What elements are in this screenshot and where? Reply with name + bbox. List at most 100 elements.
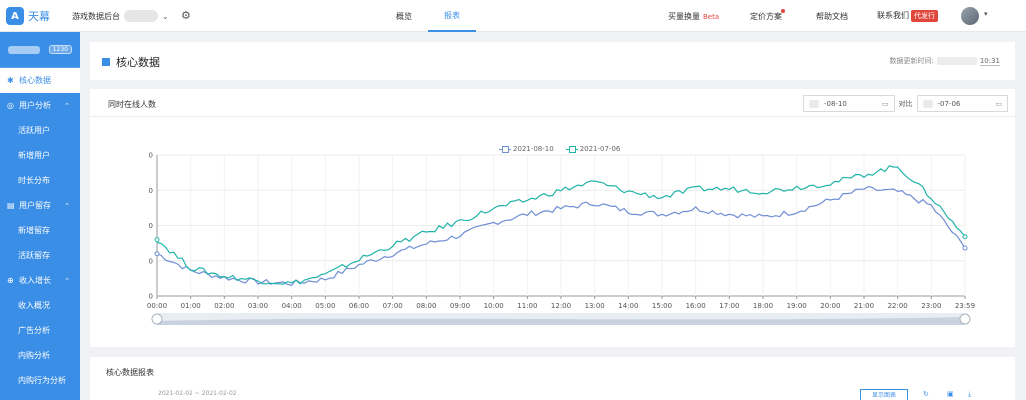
series-end-point — [962, 245, 968, 251]
date-year-redacted — [922, 99, 933, 108]
date-picker-primary[interactable]: -08-10 ▭ — [803, 95, 895, 112]
contact-label: 联系我们 — [877, 11, 909, 20]
core-data-header: 核心数据 数据更新时间: 10:31 — [90, 42, 1015, 80]
show-chart-button[interactable]: 显示图表 — [860, 389, 908, 400]
caret-down-icon[interactable]: ▾ — [984, 10, 988, 18]
x-tick-label: 20:00 — [820, 302, 840, 310]
report-date-range[interactable]: 2021-02-02 ~ 2021-02-02 — [158, 390, 237, 397]
zoom-handle-right[interactable] — [959, 313, 971, 325]
help-docs-link[interactable]: 帮助文档 — [816, 12, 848, 21]
date-primary-value: -08-10 — [824, 99, 847, 108]
sidebar-item-label: 活跃留存 — [18, 251, 50, 260]
save-icon[interactable]: ▣ — [947, 390, 954, 398]
legend-label: 2021-07-06 — [579, 145, 621, 153]
main-tabs: 概览 报表 — [380, 0, 476, 32]
sidebar-item-label: 新增用户 — [18, 151, 50, 160]
sidebar-item-revenue-growth[interactable]: ⊕ 收入增长 ⌃ — [0, 268, 80, 293]
game-selector[interactable]: 游戏数据后台 ⌄ — [72, 10, 169, 22]
sidebar-item-label: 收入概况 — [18, 301, 50, 310]
legend-label: 2021-08-10 — [513, 145, 554, 153]
sidebar-header: 1230 — [0, 32, 80, 68]
chart-title: 同时在线人数 — [108, 100, 156, 109]
legend-item-series-b[interactable]: 2021-07-06 — [565, 145, 621, 153]
buy-traffic-link[interactable]: 买量换量 Beta — [668, 11, 719, 22]
x-tick-label: 08:00 — [416, 302, 436, 310]
calendar-icon: ▭ — [995, 99, 1002, 108]
x-tick-label: 10:00 — [484, 302, 504, 310]
update-date-redacted — [936, 57, 977, 65]
chart-header: 同时在线人数 -08-10 ▭ 对比 -07-06 ▭ — [90, 89, 1015, 117]
x-tick-label: 12:00 — [551, 302, 571, 310]
tab-overview[interactable]: 概览 — [396, 11, 412, 21]
download-icon[interactable]: ⤓ — [968, 390, 972, 398]
y-tick-label: 0 — [149, 222, 153, 230]
sidebar-item-active-users[interactable]: 活跃用户 — [0, 118, 80, 143]
sidebar-item-duration[interactable]: 时长分布 — [0, 168, 80, 193]
gear-icon: ✱ — [7, 76, 14, 85]
report-toolbar: 2021-02-02 ~ 2021-02-02 显示图表 ↻ ▣ ⤓ — [90, 389, 1015, 400]
x-tick-label: 21:00 — [854, 302, 874, 310]
date-picker-compare[interactable]: -07-06 ▭ — [916, 95, 1008, 112]
zoom-handle-left[interactable] — [151, 313, 163, 325]
chevron-up-icon: ⌃ — [64, 201, 70, 210]
sidebar-item-ad-analysis[interactable]: 广告分析 — [0, 318, 80, 343]
y-tick-label: 0 — [149, 152, 153, 160]
compare-label: 对比 — [898, 99, 913, 108]
x-tick-label: 15:00 — [652, 302, 672, 310]
sidebar-item-revenue-overview[interactable]: 收入概况 — [0, 293, 80, 318]
sidebar-item-new-retention[interactable]: 新增留存 — [0, 218, 80, 243]
pricing-label: 定价方案 — [750, 12, 782, 21]
proxy-publishing-badge[interactable]: 代发行 — [911, 10, 938, 22]
x-tick-label: 14:00 — [618, 302, 638, 310]
app-logo[interactable]: A 天幕 — [6, 7, 50, 25]
y-tick-label: 0 — [149, 187, 153, 195]
x-tick-label: 07:00 — [383, 302, 403, 310]
chevron-up-icon: ⌃ — [64, 276, 70, 285]
logo-icon: A — [6, 7, 24, 25]
x-tick-label: 06:00 — [349, 302, 369, 310]
legend-marker — [499, 145, 511, 153]
user-icon: ◎ — [7, 101, 14, 110]
x-tick-label: 13:00 — [585, 302, 605, 310]
x-tick-label: 18:00 — [753, 302, 773, 310]
beta-badge: Beta — [703, 13, 720, 21]
chevron-down-icon: ⌄ — [162, 11, 169, 21]
app-name-redacted — [8, 45, 40, 54]
sidebar-item-user-analysis[interactable]: ◎ 用户分析 ⌃ — [0, 93, 80, 118]
pricing-link[interactable]: 定价方案 — [750, 9, 785, 22]
series-line-2 — [156, 165, 966, 285]
zoom-slider-preview — [157, 317, 965, 325]
settings-gear-icon[interactable]: ⚙ — [181, 9, 191, 22]
tab-reports[interactable]: 报表 — [428, 0, 476, 32]
y-tick-label: 0 — [149, 293, 153, 301]
sidebar-item-iap-analysis[interactable]: 内购分析 — [0, 343, 80, 368]
notification-dot — [781, 9, 785, 13]
legend-item-series-a[interactable]: 2021-08-10 — [499, 145, 554, 153]
calendar-icon: ▭ — [881, 99, 889, 108]
chart-legend: 2021-08-10 2021-07-06 — [499, 145, 620, 153]
avatar[interactable] — [961, 7, 979, 25]
series-end-point — [962, 234, 968, 240]
contact-link[interactable]: 联系我们 代发行 — [877, 10, 938, 22]
sidebar-item-label: 收入增长 — [19, 276, 51, 285]
game-name-redacted — [124, 10, 158, 22]
sidebar-item-label: 用户分析 — [19, 101, 51, 110]
sidebar-item-iap-behavior[interactable]: 内购行为分析 — [0, 368, 80, 393]
x-tick-label: 02:00 — [214, 302, 234, 310]
x-tick-label: 17:00 — [719, 302, 739, 310]
refresh-icon[interactable]: ↻ — [923, 390, 929, 398]
series-start-point — [154, 251, 160, 257]
sidebar-item-active-retention[interactable]: 活跃留存 — [0, 243, 80, 268]
date-compare-value: -07-06 — [937, 99, 961, 108]
sidebar-item-core-data[interactable]: ✱ 核心数据 — [0, 68, 80, 93]
sidebar-item-label: 内购行为分析 — [18, 376, 66, 385]
revenue-icon: ⊕ — [7, 276, 14, 285]
sidebar-item-new-users[interactable]: 新增用户 — [0, 143, 80, 168]
logo-text: 天幕 — [28, 10, 50, 23]
sidebar-item-label: 时长分布 — [18, 176, 50, 185]
x-tick-label: 05:00 — [315, 302, 335, 310]
x-tick-label: 01:00 — [181, 302, 201, 310]
update-time-info: 数据更新时间: 10:31 — [889, 56, 1000, 66]
sidebar-item-retention[interactable]: ▤ 用户留存 ⌃ — [0, 193, 80, 218]
